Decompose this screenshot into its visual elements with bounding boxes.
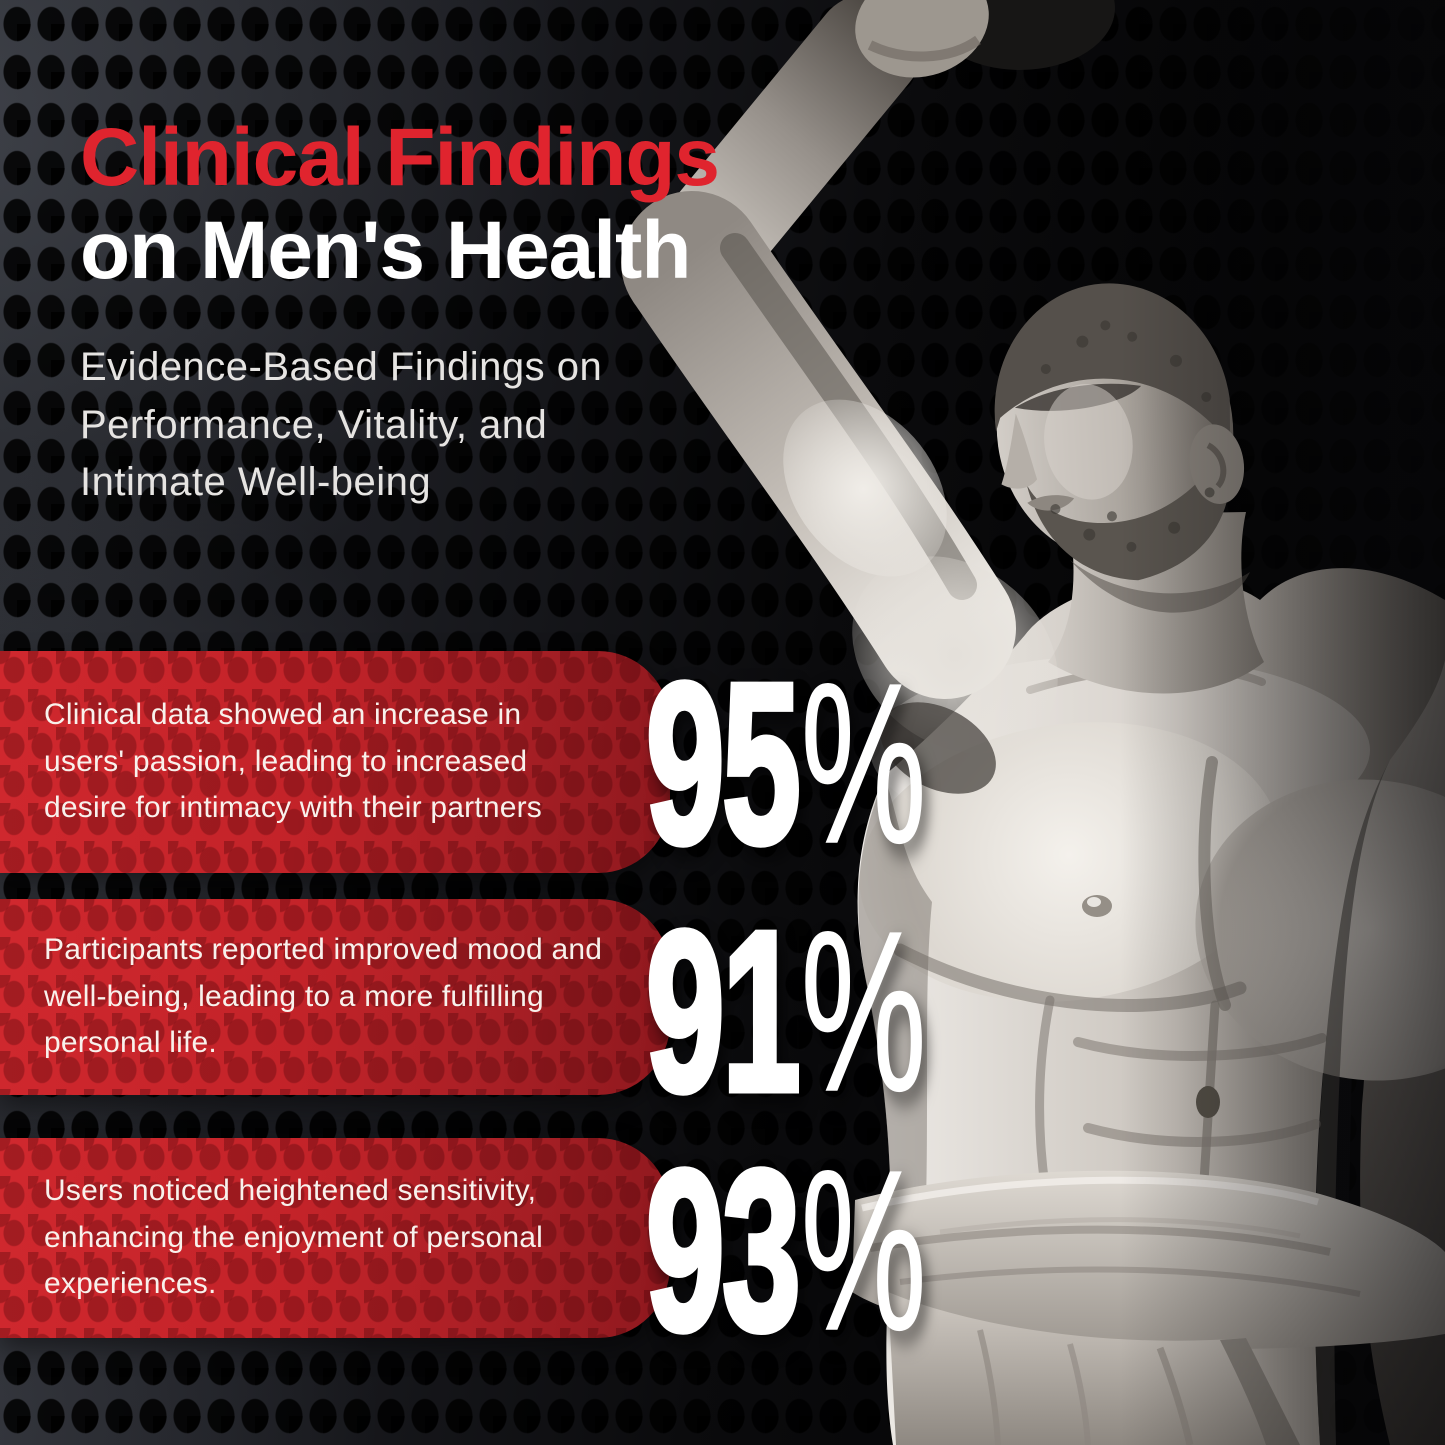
stat-value-sensitivity: 93% — [644, 1134, 927, 1369]
stat-digits: 93 — [644, 1124, 803, 1378]
page-title: Clinical Findings on Men's Health — [80, 112, 800, 297]
stat-banner-sensitivity: Users noticed heightened sensitivity, en… — [0, 1138, 670, 1338]
stat-description: Users noticed heightened sensitivity, en… — [44, 1173, 544, 1301]
subtitle-line: Intimate Well-being — [80, 459, 432, 504]
title-line-white: on Men's Health — [80, 204, 691, 296]
subtitle: Evidence-Based Findings on Performance, … — [80, 339, 800, 511]
stat-digits: 91 — [644, 885, 803, 1139]
stat-banner-mood: Participants reported improved mood and … — [0, 899, 670, 1095]
percent-sign: % — [800, 637, 927, 891]
stat-description: Participants reported improved mood and … — [44, 932, 603, 1060]
title-line-red: Clinical Findings — [80, 112, 720, 203]
subtitle-line: Performance, Vitality, and — [80, 402, 548, 447]
stat-value-passion: 95% — [644, 647, 927, 882]
header: Clinical Findings on Men's Health Eviden… — [80, 112, 800, 511]
stat-value-mood: 91% — [644, 895, 927, 1130]
subtitle-line: Evidence-Based Findings on — [80, 345, 603, 390]
statue-image — [621, 0, 1445, 1445]
stat-description: Clinical data showed an increase in user… — [44, 697, 542, 825]
stat-banner-passion: Clinical data showed an increase in user… — [0, 651, 670, 873]
stat-digits: 95 — [644, 637, 803, 891]
percent-sign: % — [800, 885, 927, 1139]
percent-sign: % — [800, 1124, 927, 1378]
